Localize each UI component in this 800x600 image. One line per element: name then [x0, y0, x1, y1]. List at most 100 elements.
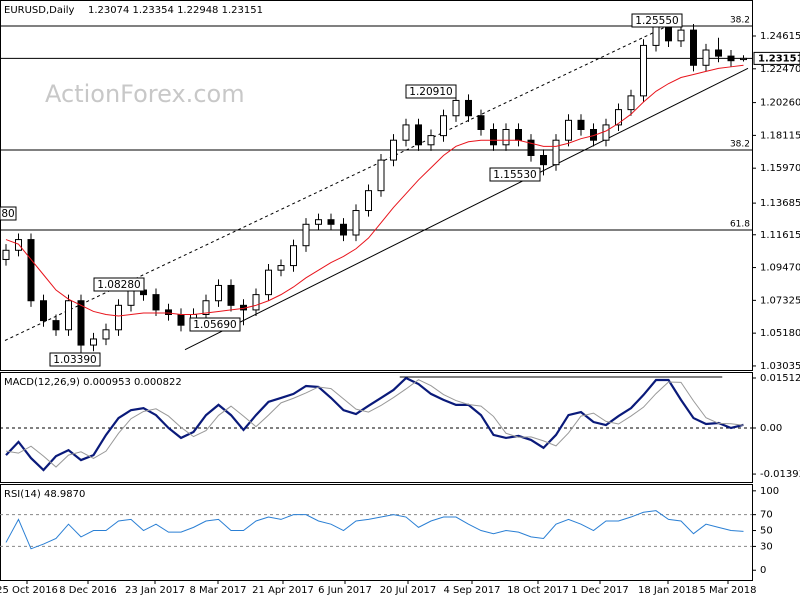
price-annotation-box [631, 13, 683, 28]
panel-frame [0, 0, 753, 371]
y-tick-label: 1.15970 [760, 163, 800, 174]
y-tick-label: 1.05180 [760, 328, 800, 339]
x-tick-label: 18 Oct 2017 [507, 585, 569, 596]
title-bg [1, 2, 233, 16]
candle-body [727, 55, 735, 62]
indicator-line [5, 510, 744, 550]
candle-body [302, 223, 310, 247]
price-annotation: 1.08280 [97, 279, 140, 291]
price-annotation: 80 [1, 208, 14, 220]
candle-body [77, 300, 85, 346]
title-bg [1, 374, 161, 388]
x-tick-label: 4 Sep 2017 [443, 585, 500, 596]
panel-title: MACD(12,26,9) 0.000953 0.000822 [4, 377, 182, 388]
x-tick-label: 6 Jun 2017 [318, 585, 372, 596]
candle-body [552, 139, 560, 166]
candle-body [352, 210, 360, 236]
candle-body [677, 29, 685, 42]
candle-body [702, 49, 710, 66]
candle-body [152, 294, 160, 311]
x-tick-label: 8 Dec 2016 [59, 585, 117, 596]
candle-body [440, 115, 447, 137]
candle-body [90, 338, 97, 346]
indicator-line [5, 376, 744, 472]
candle-body [390, 139, 397, 161]
price-annotation-box [93, 277, 145, 292]
candle-body [127, 289, 135, 306]
price-annotation-box [189, 317, 241, 332]
y-tick-label: 30 [760, 541, 773, 552]
candle-body [477, 115, 485, 130]
y-tick-label: 70 [760, 510, 773, 521]
panel-frame [0, 484, 753, 581]
y-tick-label: 100 [760, 486, 779, 497]
y-tick-label: 0.01512 [760, 373, 800, 384]
candle-body [40, 300, 47, 322]
candle-body [327, 219, 335, 225]
candle-body [640, 44, 647, 97]
candle-body [165, 309, 172, 315]
fib-label: 61.8 [730, 219, 750, 229]
candle-body [415, 124, 422, 146]
price-annotation-box [0, 206, 17, 221]
x-tick-label: 20 Jul 2017 [380, 585, 437, 596]
candle-body [515, 129, 522, 141]
candle-body [565, 119, 572, 141]
candle-body [665, 25, 672, 42]
price-annotation-box [489, 167, 541, 182]
y-tick-label: 1.07325 [760, 295, 800, 306]
x-tick-label: 25 Oct 2016 [0, 585, 58, 596]
panel-title: RSI(14) 48.9870 [4, 489, 85, 500]
candle-body [2, 249, 10, 260]
candle-body [577, 119, 585, 130]
indicator-line [5, 379, 744, 468]
y-tick-label: 1.20260 [760, 98, 800, 109]
fib-label: 38.2 [730, 15, 750, 25]
candle-body [690, 29, 697, 66]
candle-body [540, 154, 547, 166]
y-tick-label: 1.11615 [760, 230, 800, 241]
candle-body [627, 95, 635, 111]
y-tick-label: 1.22470 [760, 64, 800, 75]
candle-body [715, 49, 722, 57]
x-tick-label: 8 Mar 2017 [189, 585, 246, 596]
candle-body [490, 129, 497, 146]
trend-line [184, 67, 749, 351]
fib-label: 38.2 [730, 139, 750, 149]
candle-body [427, 135, 435, 146]
header-values: 1.23074 1.23354 1.22948 1.23151 [88, 5, 263, 16]
last-price-tag [753, 51, 800, 65]
candle-body [252, 294, 260, 311]
price-annotation-box [49, 352, 101, 367]
candle-body [652, 25, 660, 46]
price-annotation-box [405, 84, 457, 99]
panel-title: EURUSD,Daily [4, 5, 75, 16]
candle-body [527, 139, 535, 156]
candle-body [290, 245, 297, 267]
x-tick-label: 23 Jan 2017 [125, 585, 185, 596]
candle-body [402, 124, 410, 141]
x-tick-label: 5 Mar 2018 [699, 585, 756, 596]
price-annotation: 1.15530 [493, 169, 536, 181]
candle-body [202, 300, 210, 315]
y-tick-label: 1.03035 [760, 361, 800, 372]
candle-body [27, 239, 35, 302]
candle-body [502, 129, 510, 146]
candle-body [452, 99, 460, 117]
candle-body [52, 320, 60, 331]
y-tick-label: 50 [760, 526, 773, 537]
candle-body [465, 99, 472, 117]
watermark: ActionForex.com [45, 80, 245, 108]
candle-body [615, 109, 622, 126]
panel-frame [0, 372, 753, 483]
candle-body [115, 304, 122, 331]
candle-body [377, 159, 385, 192]
y-tick-label: 0.00 [760, 423, 782, 434]
candle-body [277, 265, 285, 271]
trend-line [4, 19, 681, 341]
candle-body [315, 219, 322, 225]
y-tick-label: 1.18115 [760, 130, 800, 141]
candle-body [340, 223, 347, 236]
price-annotation: 1.25550 [635, 15, 678, 27]
